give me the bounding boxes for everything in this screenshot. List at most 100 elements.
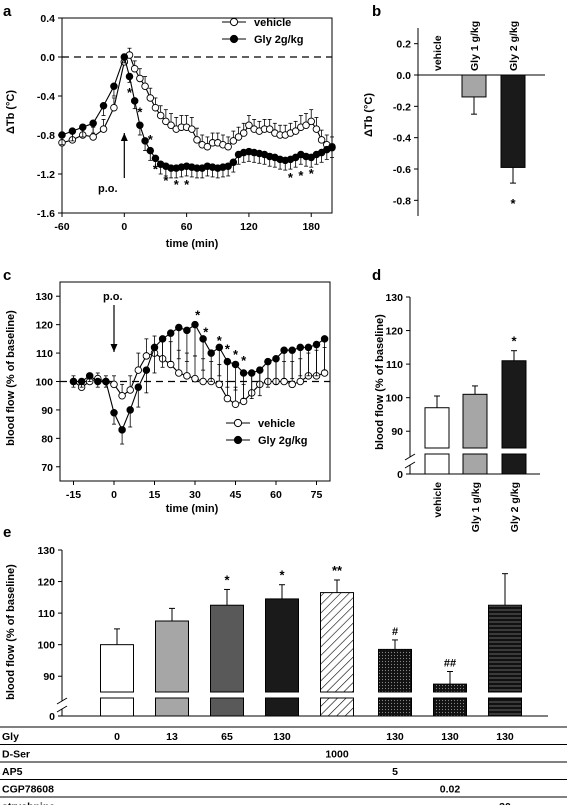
treatment-name: Gly — [2, 731, 19, 743]
x-tick-label: 0 — [121, 221, 127, 233]
gly-point — [94, 377, 102, 386]
panel-a-ylabel: ΔTb (°C) — [5, 90, 17, 134]
y-tick-label: 100 — [35, 377, 53, 389]
significance-mark: * — [225, 342, 231, 357]
bar-base-segment — [433, 697, 467, 717]
bar — [501, 360, 527, 449]
y-tick-label: 110 — [36, 348, 53, 360]
x-tick-label: 45 — [230, 489, 242, 501]
vehicle-point — [320, 369, 329, 377]
x-tick-label: 75 — [311, 489, 323, 501]
vehicle-point — [188, 125, 196, 133]
significance-mark: * — [195, 307, 201, 322]
treatment-name: AP5 — [2, 766, 23, 778]
treatment-dose: 130 — [496, 731, 514, 743]
y-tick-label: 0.0 — [396, 70, 411, 82]
gly-point — [231, 360, 240, 369]
axis-break-mark — [56, 697, 68, 705]
panel-c-xlabel: time (min) — [166, 503, 219, 515]
y-tick-label: 90 — [43, 671, 55, 683]
panel-b-ylabel: ΔTb (°C) — [363, 93, 375, 137]
gly-point — [136, 121, 144, 129]
significance-mark: * — [184, 177, 190, 192]
significance-mark: * — [279, 568, 285, 583]
gly-point — [272, 355, 280, 363]
legend-gly-marker — [233, 435, 243, 445]
panel-c-label: c — [3, 267, 11, 284]
gly-point — [280, 346, 288, 354]
vehicle-point — [288, 380, 296, 389]
y-tick-label: 90 — [41, 405, 53, 417]
gly-point — [99, 101, 108, 110]
panel-d-ylabel: blood flow (% of baseline) — [374, 314, 386, 450]
gly-point — [239, 369, 248, 377]
significance-mark: * — [217, 333, 223, 348]
gly-point — [85, 372, 94, 380]
gly-point — [223, 357, 232, 366]
significance-mark: ## — [444, 657, 456, 669]
treatment-dose: 0.02 — [440, 784, 461, 796]
gly-point — [58, 131, 66, 139]
panel-b-label: b — [372, 3, 381, 20]
y-tick-label: -1.6 — [37, 208, 55, 220]
vehicle-point — [151, 103, 160, 112]
bar — [378, 648, 412, 693]
y-tick-label: -0.6 — [393, 164, 411, 176]
significance-mark: * — [127, 85, 133, 100]
category-label: Gly 1 g/kg — [470, 482, 482, 532]
category-label: vehicle — [432, 35, 444, 71]
bar — [462, 393, 488, 449]
y-tick-label: -0.4 — [393, 133, 411, 145]
vehicle-point — [99, 125, 108, 133]
series-line — [61, 55, 333, 169]
y-tick-label: 120 — [35, 320, 53, 332]
legend-gly-label: Gly 2g/kg — [254, 34, 304, 46]
significance-mark: * — [224, 572, 230, 587]
gly-point — [328, 143, 336, 152]
y-tick-label: 0.2 — [396, 39, 411, 51]
vehicle-point — [126, 386, 134, 394]
gly-point — [199, 335, 207, 343]
bar-base-segment — [100, 697, 134, 717]
significance-mark: * — [174, 177, 180, 192]
x-tick-label: 30 — [189, 489, 201, 501]
vehicle-point — [110, 380, 118, 389]
gly-point — [142, 366, 151, 374]
treatment-dose: 30 — [499, 801, 511, 805]
significance-mark: * — [510, 196, 516, 211]
vehicle-point — [280, 377, 288, 386]
y-tick-label: -0.4 — [37, 91, 55, 103]
y-tick-label: 80 — [41, 433, 53, 445]
gly-point — [120, 53, 129, 61]
gly-point — [134, 383, 143, 391]
vehicle-point — [136, 74, 144, 83]
significance-mark: * — [148, 132, 154, 147]
y-tick-label: 0.0 — [40, 52, 55, 64]
vehicle-point — [234, 133, 243, 141]
y-tick-label: 130 — [37, 545, 55, 557]
vehicle-point — [229, 137, 238, 145]
gly-point — [141, 137, 149, 145]
vehicle-point — [142, 352, 151, 360]
legend-gly-label: Gly 2g/kg — [258, 435, 308, 447]
bar-base-segment — [378, 697, 412, 717]
y-tick-label: 0.4 — [40, 13, 55, 25]
significance-mark: ** — [332, 563, 343, 578]
vehicle-point — [130, 64, 139, 73]
panel-a-legend: vehicle Gly 2g/kg — [222, 17, 304, 46]
plot-frame — [61, 17, 333, 214]
y-tick-label: -0.8 — [37, 130, 55, 142]
significance-mark: * — [511, 334, 517, 349]
panel-d-plot: 90 100 110 120 130 0 * vehicle Gly 1 g/kg Gly 2 g… — [385, 292, 540, 532]
y-tick-label: 90 — [391, 426, 403, 438]
series-line — [73, 352, 325, 405]
vehicle-point — [156, 111, 165, 120]
bar-base-segment — [155, 697, 189, 717]
gly-point — [118, 426, 126, 434]
panel-e-ylabel: blood flow (% of baseline) — [5, 564, 17, 700]
vehicle-point — [203, 142, 212, 151]
dosing-arrow-head — [110, 344, 118, 352]
x-tick-label: -60 — [54, 221, 69, 233]
gly-point — [264, 357, 272, 366]
